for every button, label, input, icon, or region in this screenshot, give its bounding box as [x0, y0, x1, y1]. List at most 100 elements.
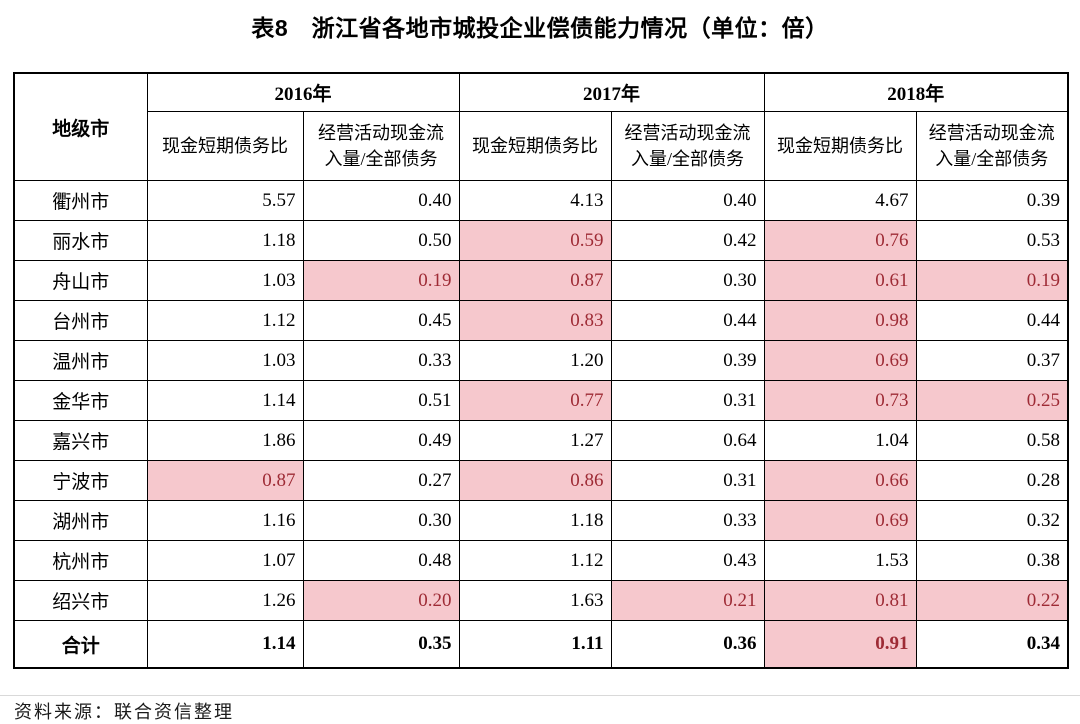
value-cell: 0.64: [610, 420, 765, 461]
table-body: 衢州市 5.57 0.40 4.13 0.40 4.67 0.39 丽水市 1.18 0.50 0.…: [13, 180, 1069, 669]
value-cell: 0.30: [302, 500, 460, 541]
value-cell: 1.03: [146, 260, 304, 301]
value-cell-highlighted: 0.87: [146, 460, 304, 501]
value-cell-highlighted: 0.83: [458, 300, 612, 341]
value-cell: 0.34: [915, 620, 1069, 669]
value-cell: 0.31: [610, 460, 765, 501]
table-row: 绍兴市 1.26 0.20 1.63 0.21 0.81 0.22: [13, 580, 1069, 621]
value-cell-highlighted: 0.76: [763, 220, 917, 261]
table-row: 嘉兴市 1.86 0.49 1.27 0.64 1.04 0.58: [13, 420, 1069, 461]
value-cell-highlighted: 0.98: [763, 300, 917, 341]
value-cell: 0.42: [610, 220, 765, 261]
metric-header-2016-ocf-ratio: 经营活动现金流入量/全部债务: [302, 111, 460, 181]
value-cell: 0.50: [302, 220, 460, 261]
city-cell: 丽水市: [13, 220, 148, 261]
year-header-2017: 2017年: [458, 72, 765, 112]
value-cell-highlighted: 0.86: [458, 460, 612, 501]
value-cell-highlighted: 0.91: [763, 620, 917, 669]
value-cell: 1.63: [458, 580, 612, 621]
city-cell: 台州市: [13, 300, 148, 341]
value-cell: 0.38: [915, 540, 1069, 581]
value-cell: 1.86: [146, 420, 304, 461]
bottom-divider: [0, 695, 1080, 696]
table-row: 台州市 1.12 0.45 0.83 0.44 0.98 0.44: [13, 300, 1069, 341]
value-cell: 0.36: [610, 620, 765, 669]
source-note: 资料来源：联合资信整理: [14, 702, 234, 722]
city-cell: 宁波市: [13, 460, 148, 501]
value-cell: 0.27: [302, 460, 460, 501]
debt-capacity-table: 地级市 2016年 2017年 2018年 现金短期债务比 经营活动现金流入量/…: [13, 72, 1070, 669]
value-cell-highlighted: 0.69: [763, 500, 917, 541]
value-cell-highlighted: 0.25: [915, 380, 1069, 421]
value-cell: 0.33: [302, 340, 460, 381]
value-cell: 0.53: [915, 220, 1069, 261]
metric-header-2018-ocf-ratio: 经营活动现金流入量/全部债务: [915, 111, 1069, 181]
metric-header-2017-ocf-ratio: 经营活动现金流入量/全部债务: [610, 111, 765, 181]
table-row: 湖州市 1.16 0.30 1.18 0.33 0.69 0.32: [13, 500, 1069, 541]
value-cell: 0.39: [610, 340, 765, 381]
value-cell: 1.11: [458, 620, 612, 669]
value-cell-highlighted: 0.66: [763, 460, 917, 501]
value-cell: 1.14: [146, 380, 304, 421]
metric-header-2016-cash-ratio: 现金短期债务比: [146, 111, 304, 181]
value-cell: 1.27: [458, 420, 612, 461]
value-cell: 0.51: [302, 380, 460, 421]
table-row: 金华市 1.14 0.51 0.77 0.31 0.73 0.25: [13, 380, 1069, 421]
value-cell: 1.16: [146, 500, 304, 541]
year-header-row: 地级市 2016年 2017年 2018年: [13, 72, 1069, 181]
value-cell: 1.14: [146, 620, 304, 669]
total-label-cell: 合计: [13, 620, 148, 669]
value-cell: 0.32: [915, 500, 1069, 541]
value-cell: 0.35: [302, 620, 460, 669]
table-row: 丽水市 1.18 0.50 0.59 0.42 0.76 0.53: [13, 220, 1069, 261]
value-cell: 0.45: [302, 300, 460, 341]
value-cell: 1.04: [763, 420, 917, 461]
value-cell: 0.48: [302, 540, 460, 581]
value-cell: 1.26: [146, 580, 304, 621]
value-cell: 1.18: [146, 220, 304, 261]
city-cell: 绍兴市: [13, 580, 148, 621]
value-cell: 0.33: [610, 500, 765, 541]
value-cell-highlighted: 0.61: [763, 260, 917, 301]
table-row: 宁波市 0.87 0.27 0.86 0.31 0.66 0.28: [13, 460, 1069, 501]
value-cell: 1.03: [146, 340, 304, 381]
value-cell-highlighted: 0.77: [458, 380, 612, 421]
value-cell: 0.49: [302, 420, 460, 461]
value-cell: 0.37: [915, 340, 1069, 381]
table-title: 表8 浙江省各地市城投企业偿债能力情况（单位：倍）: [251, 15, 829, 41]
city-cell: 金华市: [13, 380, 148, 421]
city-cell: 衢州市: [13, 180, 148, 221]
value-cell-highlighted: 0.22: [915, 580, 1069, 621]
city-cell: 舟山市: [13, 260, 148, 301]
value-cell: 0.43: [610, 540, 765, 581]
table-header: 地级市 2016年 2017年 2018年 现金短期债务比 经营活动现金流入量/…: [13, 72, 1069, 181]
value-cell: 1.18: [458, 500, 612, 541]
value-cell: 1.07: [146, 540, 304, 581]
value-cell: 4.67: [763, 180, 917, 221]
metric-header-2017-cash-ratio: 现金短期债务比: [458, 111, 612, 181]
value-cell: 0.39: [915, 180, 1069, 221]
corner-header-cell: 地级市: [13, 72, 148, 181]
value-cell: 0.30: [610, 260, 765, 301]
value-cell: 0.40: [302, 180, 460, 221]
city-cell: 杭州市: [13, 540, 148, 581]
value-cell-highlighted: 0.87: [458, 260, 612, 301]
value-cell: 1.12: [146, 300, 304, 341]
value-cell: 5.57: [146, 180, 304, 221]
metric-header-row: 现金短期债务比 经营活动现金流入量/全部债务 现金短期债务比 经营活动现金流入量…: [14, 111, 1069, 181]
city-cell: 嘉兴市: [13, 420, 148, 461]
value-cell: 0.28: [915, 460, 1069, 501]
value-cell: 1.20: [458, 340, 612, 381]
value-cell-highlighted: 0.19: [302, 260, 460, 301]
value-cell-highlighted: 0.59: [458, 220, 612, 261]
metric-header-2018-cash-ratio: 现金短期债务比: [763, 111, 917, 181]
city-cell: 温州市: [13, 340, 148, 381]
value-cell: 4.13: [458, 180, 612, 221]
value-cell-highlighted: 0.81: [763, 580, 917, 621]
table-row: 舟山市 1.03 0.19 0.87 0.30 0.61 0.19: [13, 260, 1069, 301]
value-cell: 1.53: [763, 540, 917, 581]
city-cell: 湖州市: [13, 500, 148, 541]
value-cell-highlighted: 0.21: [610, 580, 765, 621]
year-header-2018: 2018年: [763, 72, 1069, 112]
total-row: 合计 1.14 0.35 1.11 0.36 0.91 0.34: [13, 620, 1069, 669]
